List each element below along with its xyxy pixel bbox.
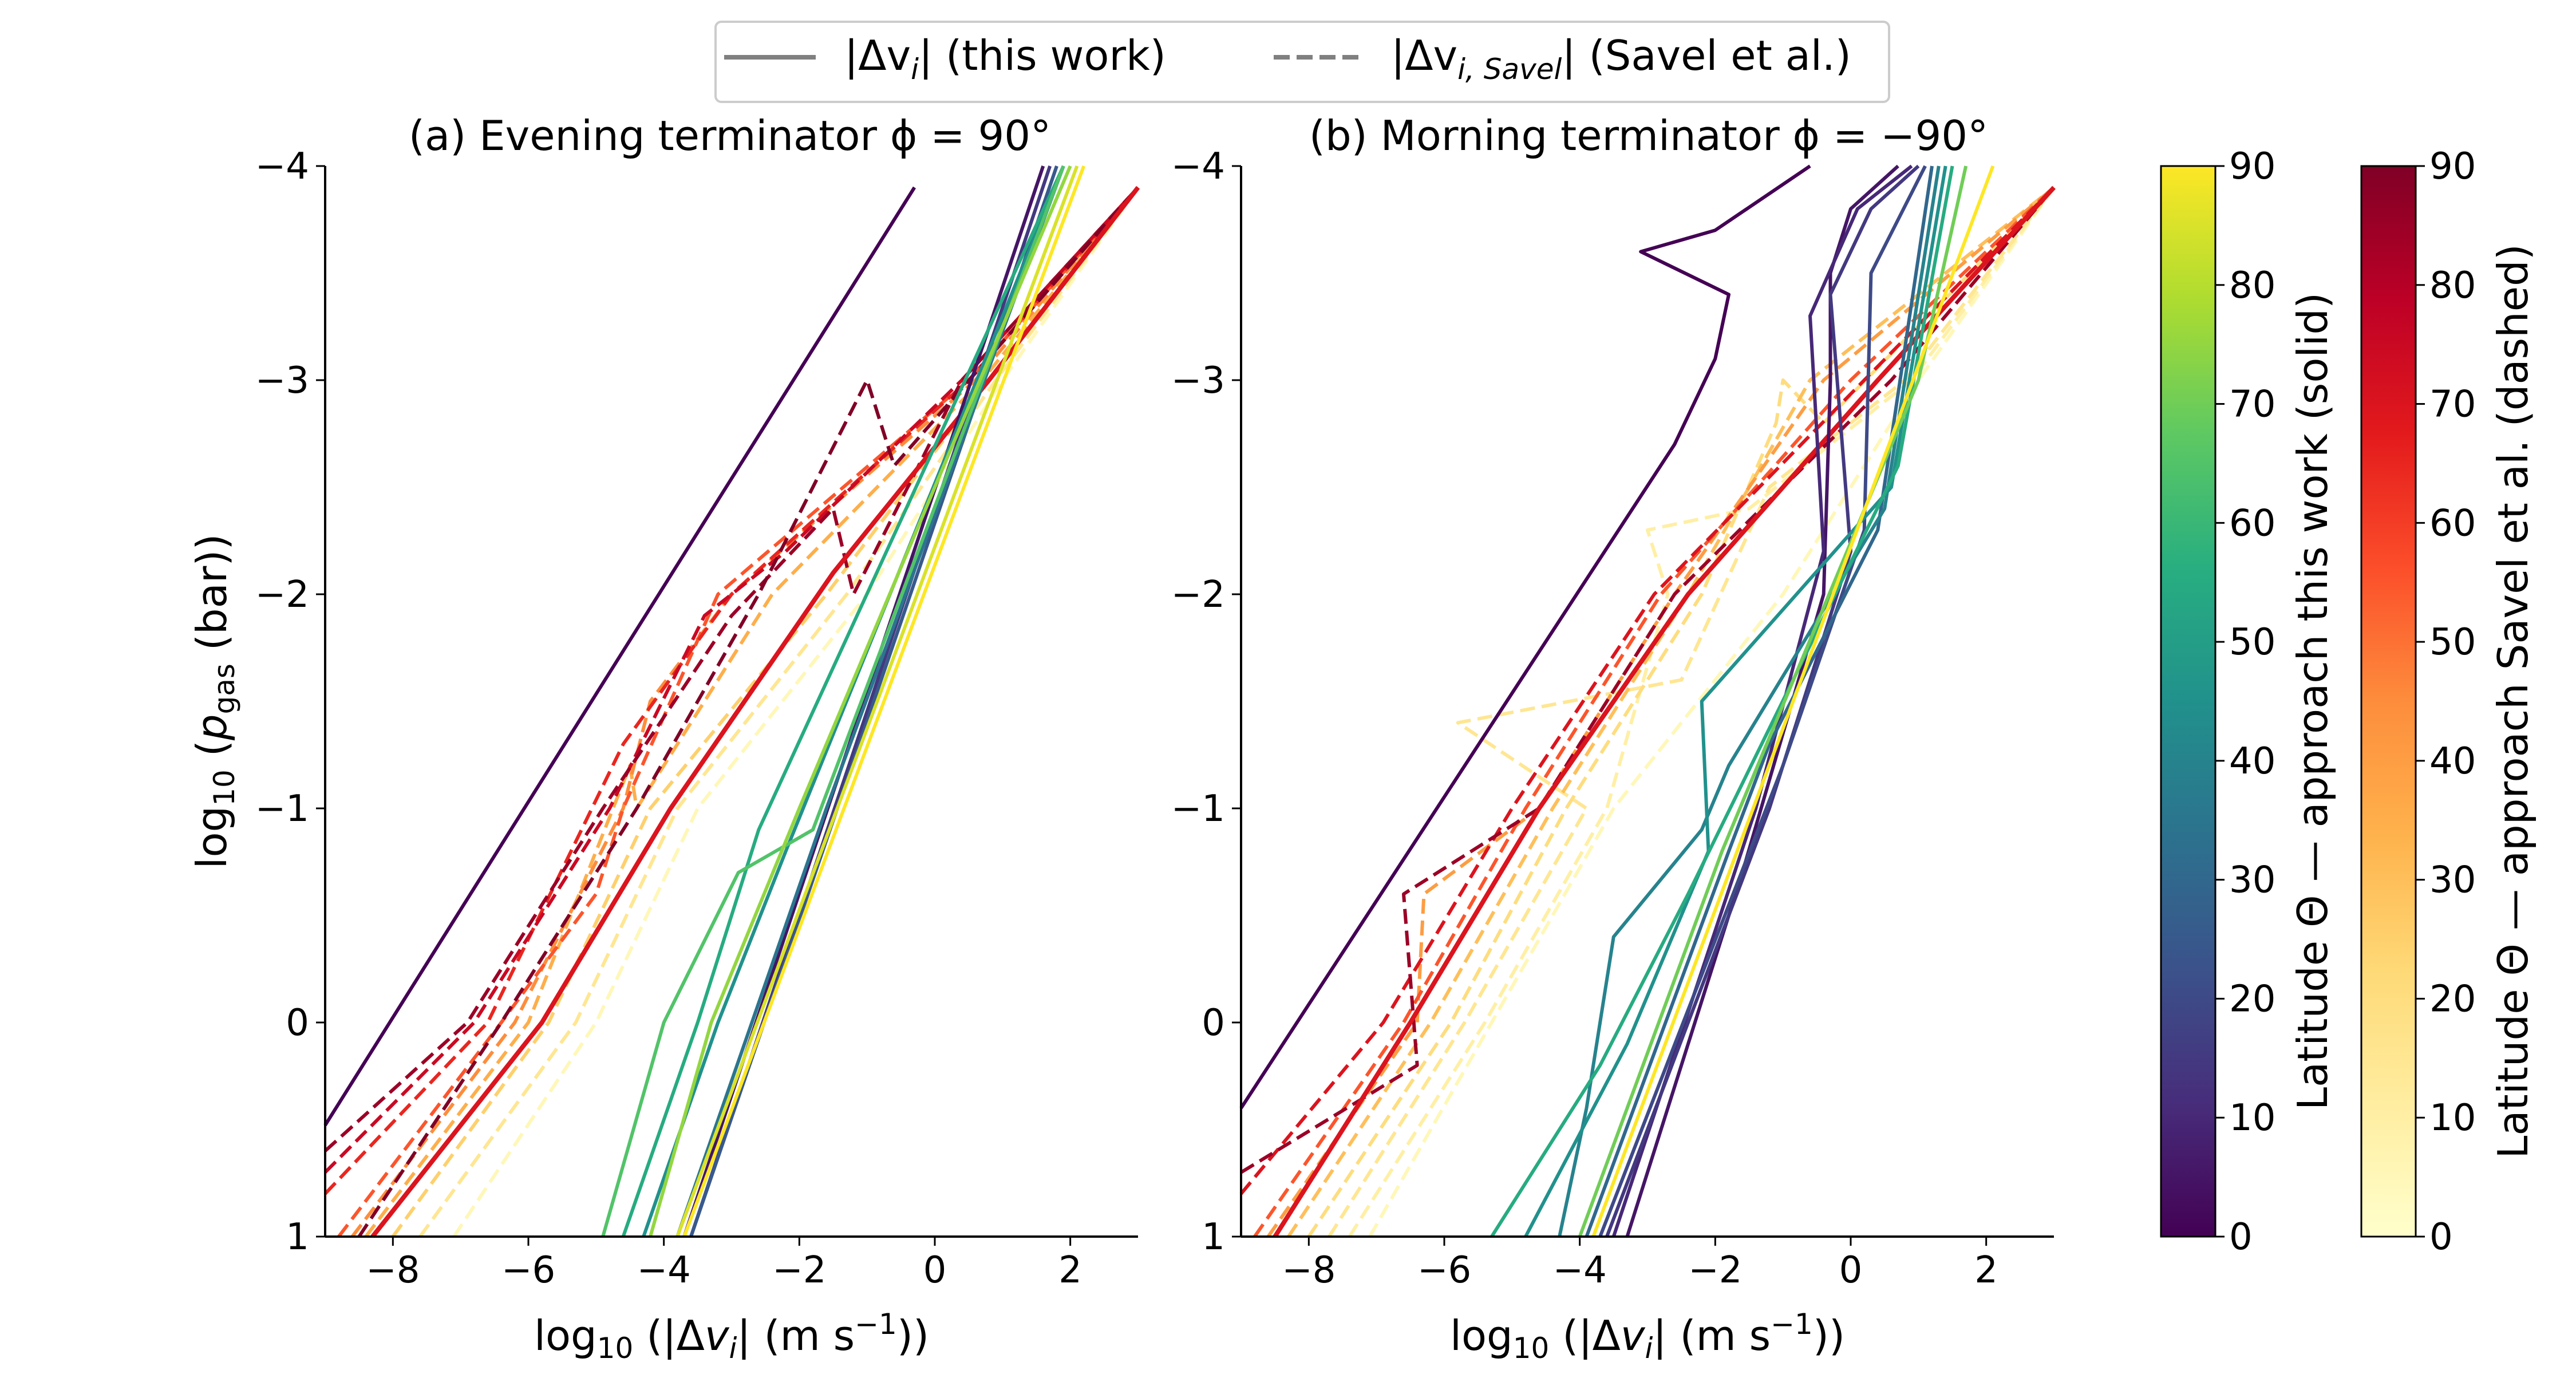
panel-a-series-9	[675, 165, 1079, 1238]
panel-b-series-13	[1327, 186, 2056, 1238]
panel-b-ytick-label-3: −2	[1171, 574, 1225, 616]
colorbar-0-tick-label-7: 70	[2229, 384, 2275, 426]
colorbar-viridis-label: Latitude Θ — approach this work (solid)	[2289, 293, 2337, 1110]
panel-a-xtick-label-5: 2	[1058, 1249, 1082, 1292]
colorbar-1-tick-label-4: 40	[2429, 740, 2476, 783]
panel-b-series-11	[1368, 186, 2056, 1238]
panel-b-series-10	[1591, 165, 1995, 1238]
panel-a-series-7	[601, 165, 1065, 1237]
panel-a-ytick-label-4: −3	[255, 360, 309, 402]
colorbar-0-tick-label-2: 20	[2229, 978, 2275, 1020]
panel-a-series-12	[418, 186, 1140, 1238]
panel-a-xtick-label-0: −8	[366, 1249, 420, 1292]
panel-b-ticks: −8 −6 −4 −2 0 2 1 0 −1 −2 −3 −4	[1171, 145, 1998, 1292]
panel-b-title: (b) Morning terminator ϕ = −90°	[1309, 112, 1988, 160]
panel-b-xlabel: log10 (|Δvi| (m s−1))	[1450, 1308, 1845, 1365]
panel-b-xtick-label-2: −4	[1552, 1249, 1606, 1292]
colorbar-0-tick-label-8: 80	[2229, 264, 2275, 307]
panel-a-series-11	[452, 186, 1140, 1238]
panel-b-series-17	[1253, 186, 2056, 1238]
panel-b-ytick-label-0: 1	[1202, 1216, 1225, 1258]
colorbar-ylorrd: 0 10 20 30 40 50 60 70 80 90 Latitude Θ — approac…	[2360, 145, 2537, 1258]
legend: |Δvi| (this work) |Δvi, Savel| (Savel et…	[714, 21, 1890, 103]
colorbar-ylorrd-label: Latitude Θ — approach Savel et al. (dash…	[2489, 244, 2537, 1159]
colorbar-0-tick-label-1: 10	[2229, 1097, 2275, 1139]
panel-a-series-16	[337, 186, 1140, 1238]
panel-a-series-18	[323, 186, 1140, 1174]
panel-a-xlabel: log10 (|Δvi| (m s−1))	[534, 1308, 929, 1365]
panel-a-series-0	[323, 186, 916, 1127]
panel-b-ytick-label-5: −4	[1171, 145, 1225, 188]
colorbar-0-tick-label-0: 0	[2229, 1216, 2253, 1258]
colorbar-0-tick-label-5: 50	[2229, 621, 2275, 664]
panel-a-ytick-label-5: −4	[255, 145, 309, 188]
panel-b-series-12	[1348, 186, 2056, 1238]
panel-b-ytick-label-4: −3	[1171, 360, 1225, 402]
panel-b-axes	[1240, 166, 2054, 1238]
colorbar-1-tick-label-1: 10	[2429, 1097, 2476, 1139]
panel-b-series	[1239, 164, 2056, 1238]
panel-a-xtick-label-3: −2	[772, 1249, 826, 1292]
panel-b-xtick-label-0: −8	[1282, 1249, 1336, 1292]
panel-b-series-0	[1239, 164, 1811, 1110]
panel-a-ytick-label-2: −1	[255, 788, 309, 830]
colorbar-1-tick-label-7: 70	[2429, 384, 2476, 426]
panel-a-ticks: −8 −6 −4 −2 0 2 1 0 −1 −2 −3 −4	[255, 145, 1082, 1292]
panel-a-title: (a) Evening terminator ϕ = 90°	[409, 112, 1051, 160]
panel-b-series-15	[1287, 186, 2055, 1238]
panel-a-axes	[324, 166, 1138, 1238]
panel-a-series-13	[391, 186, 1140, 1238]
colorbar-0-tick-label-9: 90	[2229, 145, 2275, 188]
legend-solid-label: |Δvi| (this work)	[844, 31, 1166, 86]
panel-a-series-6	[621, 165, 1065, 1237]
panel-b-ytick-label-1: 0	[1202, 1002, 1225, 1044]
panel-b-series-3	[1605, 164, 1920, 1238]
panel-b-series-2	[1611, 164, 1913, 1237]
panel-b-series-8	[1490, 165, 1954, 1238]
panel-a-series-4	[675, 165, 1065, 1237]
colorbar-1-tick-label-3: 30	[2429, 859, 2476, 902]
panel-b-series-9	[1578, 165, 1968, 1238]
panel-a-series	[323, 165, 1140, 1238]
colorbar-1-tick-label-5: 50	[2429, 621, 2476, 664]
colorbar-0-tick-label-4: 40	[2229, 740, 2275, 783]
colorbar-1-tick-label-8: 80	[2429, 264, 2476, 307]
panel-a-ylabel: log10 (pgas (bar))	[188, 534, 241, 868]
colorbar-viridis: 0 10 20 30 40 50 60 70 80 90 Latitude Θ — approac…	[2160, 145, 2337, 1258]
colorbar-1-tick-label-6: 60	[2429, 502, 2476, 544]
panel-b-series-18	[1239, 186, 2056, 1195]
panel-b-xtick-label-5: 2	[1974, 1249, 1998, 1292]
panel-b-series-19	[1240, 186, 2056, 1174]
panel-b-series-20	[1273, 185, 2056, 1238]
panel-a-series-21	[370, 185, 1140, 1238]
panel-a-ytick-label-0: 1	[286, 1216, 309, 1258]
panel-b-xtick-label-3: −2	[1688, 1249, 1742, 1292]
panel-b-series-4	[1598, 165, 1927, 1238]
panel-b-series-5	[1585, 165, 1934, 1238]
colorbar-1-tick-label-2: 20	[2429, 978, 2476, 1020]
panel-b-xtick-label-1: −6	[1417, 1249, 1471, 1292]
panel-a-series-10	[682, 165, 1086, 1238]
legend-dashed-label: |Δvi, Savel| (Savel et al.)	[1391, 31, 1851, 86]
panel-a-ytick-label-1: 0	[286, 1002, 309, 1044]
panel-a-xtick-label-1: −6	[501, 1249, 555, 1292]
panel-a-xtick-label-2: −4	[637, 1249, 690, 1292]
colorbar-0-tick-label-3: 30	[2229, 859, 2275, 902]
panel-a-series-8	[649, 165, 1072, 1237]
panel-b: (b) Morning terminator ϕ = −90° −8 −6 −4 −2…	[1171, 112, 2056, 1365]
colorbar-0-tick-label-6: 60	[2229, 502, 2275, 544]
panel-b-xtick-label-4: 0	[1839, 1249, 1863, 1292]
panel-b-ytick-label-2: −1	[1171, 788, 1225, 830]
panel-a-ytick-label-3: −2	[255, 574, 309, 616]
panel-b-series-7	[1524, 165, 1947, 1238]
panel-a-series-19	[323, 186, 1140, 1152]
colorbar-1-tick-label-9: 90	[2429, 145, 2476, 188]
panel-a: (a) Evening terminator ϕ = 90° −8 −6 −4 −2 0…	[188, 112, 1140, 1365]
panel-a-xtick-label-4: 0	[923, 1249, 947, 1292]
panel-b-series-14	[1307, 186, 2056, 1238]
colorbar-1-tick-label-0: 0	[2429, 1216, 2453, 1258]
panel-b-series-6	[1558, 165, 1941, 1237]
